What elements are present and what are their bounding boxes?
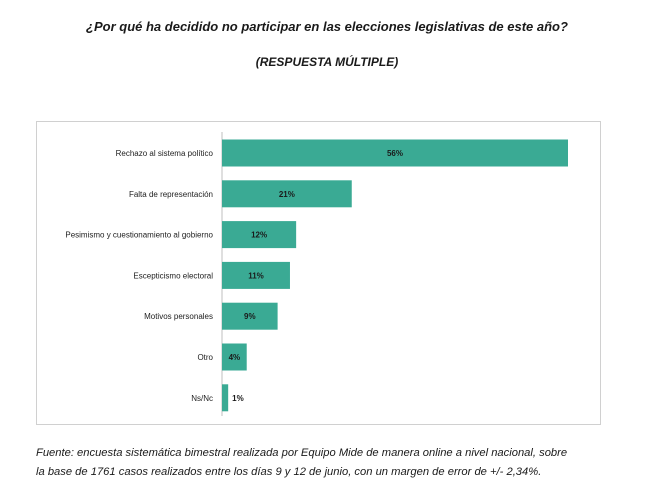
bar [222,384,229,412]
value-label: 11% [248,271,264,280]
category-label: Ns/Nc [191,394,213,403]
category-label: Falta de representación [129,190,213,199]
bar [222,261,290,289]
value-label: 56% [387,149,403,158]
value-label: 1% [232,394,244,403]
category-label: Pesimismo y cuestionamiento al gobierno [65,231,213,240]
value-label: 4% [229,353,241,362]
bar [222,221,297,249]
category-label: Otro [197,353,213,362]
bar [222,343,247,371]
footnote-line-1: Fuente: encuesta sistemática bimestral r… [36,447,568,459]
bar-chart: Rechazo al sistema político 56% Falta de r… [65,132,568,416]
bar [222,180,352,208]
category-label: Escepticismo electoral [133,271,213,280]
bar [222,139,568,167]
value-label: 21% [279,190,295,199]
category-label: Motivos personales [144,312,213,321]
chart-subtitle: (RESPUESTA MÚLTIPLE) [255,55,399,69]
value-label: 12% [251,231,267,240]
bar [222,302,278,330]
category-label: Rechazo al sistema político [116,149,214,158]
footnote-line-2: la base de 1761 casos realizados entre l… [36,466,542,478]
source-footnote: Fuente: encuesta sistemática bimestral r… [36,444,636,482]
chart-title: ¿Por qué ha decidido no participar en la… [86,19,568,34]
chart-frame: Rechazo al sistema político 56% Falta de r… [36,121,601,425]
value-label: 9% [244,312,256,321]
